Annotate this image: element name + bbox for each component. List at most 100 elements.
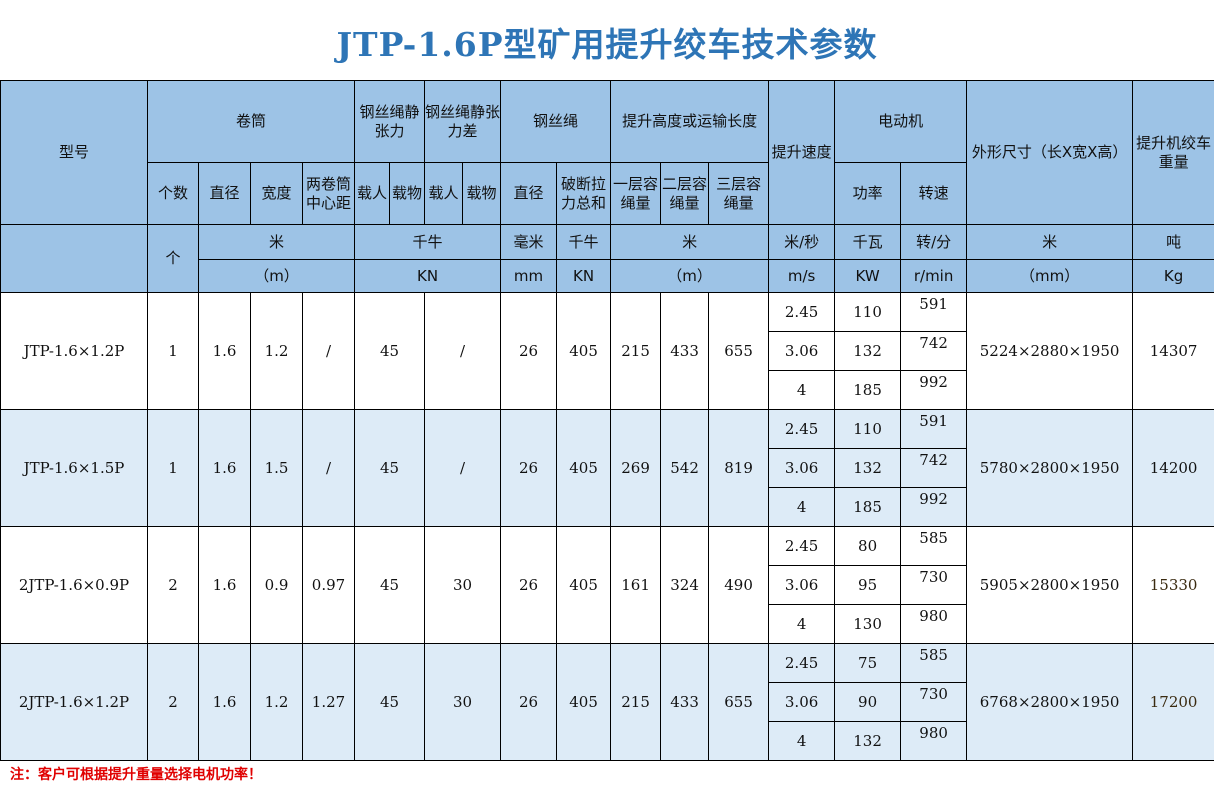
speed-cell: 4: [768, 721, 836, 761]
width-cell: 1.2: [250, 292, 303, 410]
rpm-cell: 730: [900, 565, 968, 605]
layer2-cell: 542: [660, 409, 710, 527]
tension-cell: 45: [354, 409, 426, 527]
unit-rope-f-cn: 千牛: [556, 224, 612, 260]
rpm-cell: 980: [900, 604, 968, 644]
tension-cell: 45: [354, 643, 426, 761]
unit-power-en: KW: [834, 259, 902, 293]
center-distance-cell: 0.97: [301, 526, 356, 644]
speed-cell: 2.45: [768, 643, 836, 683]
header-rope-diameter: 直径: [500, 162, 558, 225]
header-drum: 卷筒: [146, 80, 356, 163]
count-cell: 1: [147, 409, 199, 527]
dimensions-cell: 5780×2800×1950: [966, 409, 1134, 527]
unit-rpm-cn: 转/分: [900, 224, 968, 260]
table-row: 2JTP-1.6×1.2P 2 1.6 1.2 1.27 45 30 26 405 215 433 6…: [0, 643, 1214, 761]
unit-tension-en: KN: [354, 259, 502, 293]
unit-weight-en: Kg: [1132, 259, 1214, 293]
table-row: 4 130 980: [1, 604, 1214, 644]
header-rope: 钢丝绳: [500, 80, 612, 163]
header-layer2: 二层容绳量: [660, 162, 710, 225]
rope-diameter-cell: 26: [500, 409, 558, 527]
breaking-force-cell: 405: [556, 643, 612, 761]
unit-weight-cn: 吨: [1132, 224, 1214, 260]
layer3-cell: 490: [708, 526, 770, 644]
header-static-tension: 钢丝绳静张力: [354, 80, 426, 163]
header-breaking-force: 破断拉力总和: [556, 162, 612, 225]
unit-rope-f-en: KN: [556, 259, 612, 293]
dimensions-cell: 5224×2880×1950: [966, 292, 1134, 410]
width-cell: 1.2: [250, 643, 303, 761]
rpm-cell: 980: [900, 721, 968, 761]
center-distance-cell: 1.27: [301, 643, 356, 761]
table-row: 4 185 992: [1, 487, 1214, 527]
layer3-cell: 819: [708, 409, 770, 527]
footnote: 注：客户可根据提升重量选择电机功率！: [10, 767, 262, 783]
diameter-cell: 1.6: [198, 526, 251, 644]
table-row: 3.06 90 730: [1, 682, 1214, 722]
count-cell: 1: [147, 292, 199, 410]
power-cell: 132: [834, 721, 902, 761]
rpm-cell: 585: [900, 526, 968, 566]
tension-cell: 45: [354, 292, 426, 410]
model-cell: JTP-1.6×1.5P: [0, 409, 148, 527]
rope-diameter-cell: 26: [500, 526, 558, 644]
breaking-force-cell: 405: [556, 526, 612, 644]
header-power: 功率: [834, 162, 902, 225]
header-width: 宽度: [250, 162, 303, 225]
layer2-cell: 324: [660, 526, 710, 644]
table-row: 3.06 132 742: [1, 448, 1214, 488]
unit-height-en: （m）: [610, 259, 770, 293]
unit-rpm-en: r/min: [900, 259, 968, 293]
unit-model-spacer: [0, 224, 148, 293]
speed-cell: 3.06: [768, 448, 836, 488]
weight-cell: 14307: [1132, 292, 1214, 410]
power-cell: 110: [834, 409, 902, 449]
table-row: 2JTP-1.6×0.9P 2 1.6 0.9 0.97 45 30 26 405 161 324 4…: [0, 526, 1214, 644]
power-cell: 95: [834, 565, 902, 605]
tension-diff-cell: /: [424, 292, 502, 410]
speed-cell: 3.06: [768, 565, 836, 605]
header-weight: 提升机绞车重量: [1132, 80, 1214, 225]
table-row: 3.06 132 742: [1, 331, 1214, 371]
unit-drum-cn: 米: [197, 224, 356, 260]
table-body: JTP-1.6×1.2P 1 1.6 1.2/45/26 405 215 433 655 2.4…: [0, 292, 1214, 761]
layer1-cell: 215: [610, 292, 662, 410]
header-goods: 载物: [389, 162, 426, 225]
diameter-cell: 1.6: [198, 292, 251, 410]
power-cell: 110: [834, 292, 902, 332]
unit-rope-d-cn: 毫米: [500, 224, 558, 260]
layer2-cell: 433: [660, 292, 710, 410]
model-cell: JTP-1.6×1.2P: [0, 292, 148, 410]
header-count: 个数: [147, 162, 199, 225]
table-row: 4 132 980: [1, 721, 1214, 761]
header-speed: 提升速度: [768, 80, 836, 225]
power-cell: 132: [834, 331, 902, 371]
count-cell: 2: [147, 643, 199, 761]
unit-speed-cn: 米/秒: [768, 224, 836, 260]
speed-cell: 3.06: [768, 682, 836, 722]
header-static-tension-diff: 钢丝绳静张力差: [424, 80, 502, 163]
table-row: JTP-1.6×1.2P 1 1.6 1.2/45/26 405 215 433 655 2.4…: [0, 292, 1214, 410]
layer2-cell: 433: [660, 643, 710, 761]
speed-cell: 2.45: [768, 526, 836, 566]
speed-cell: 3.06: [768, 331, 836, 371]
weight-cell: 14200: [1132, 409, 1214, 527]
table-row: JTP-1.6×1.5P 1 1.6 1.5/45/26 405 269 542 819 2.4…: [0, 409, 1214, 527]
diameter-cell: 1.6: [198, 643, 251, 761]
rope-diameter-cell: 26: [500, 643, 558, 761]
rpm-cell: 730: [900, 682, 968, 722]
speed-cell: 4: [768, 370, 836, 410]
spec-table: 型号 卷筒 钢丝绳静张力 钢丝绳静张力差 钢丝绳 提升高度或运输长度 提升速度 …: [0, 80, 1214, 761]
unit-dim-en: （mm）: [966, 259, 1134, 293]
power-cell: 80: [834, 526, 902, 566]
header-layer1: 一层容绳量: [610, 162, 662, 225]
speed-cell: 4: [768, 487, 836, 527]
header-center-distance: 两卷筒中心距: [301, 162, 356, 225]
center-distance-cell: /: [301, 292, 356, 410]
header-model: 型号: [0, 80, 148, 225]
layer1-cell: 215: [610, 643, 662, 761]
dimensions-cell: 6768×2800×1950: [966, 643, 1134, 761]
width-cell: 0.9: [250, 526, 303, 644]
table-row: 3.06 95 730: [1, 565, 1214, 605]
